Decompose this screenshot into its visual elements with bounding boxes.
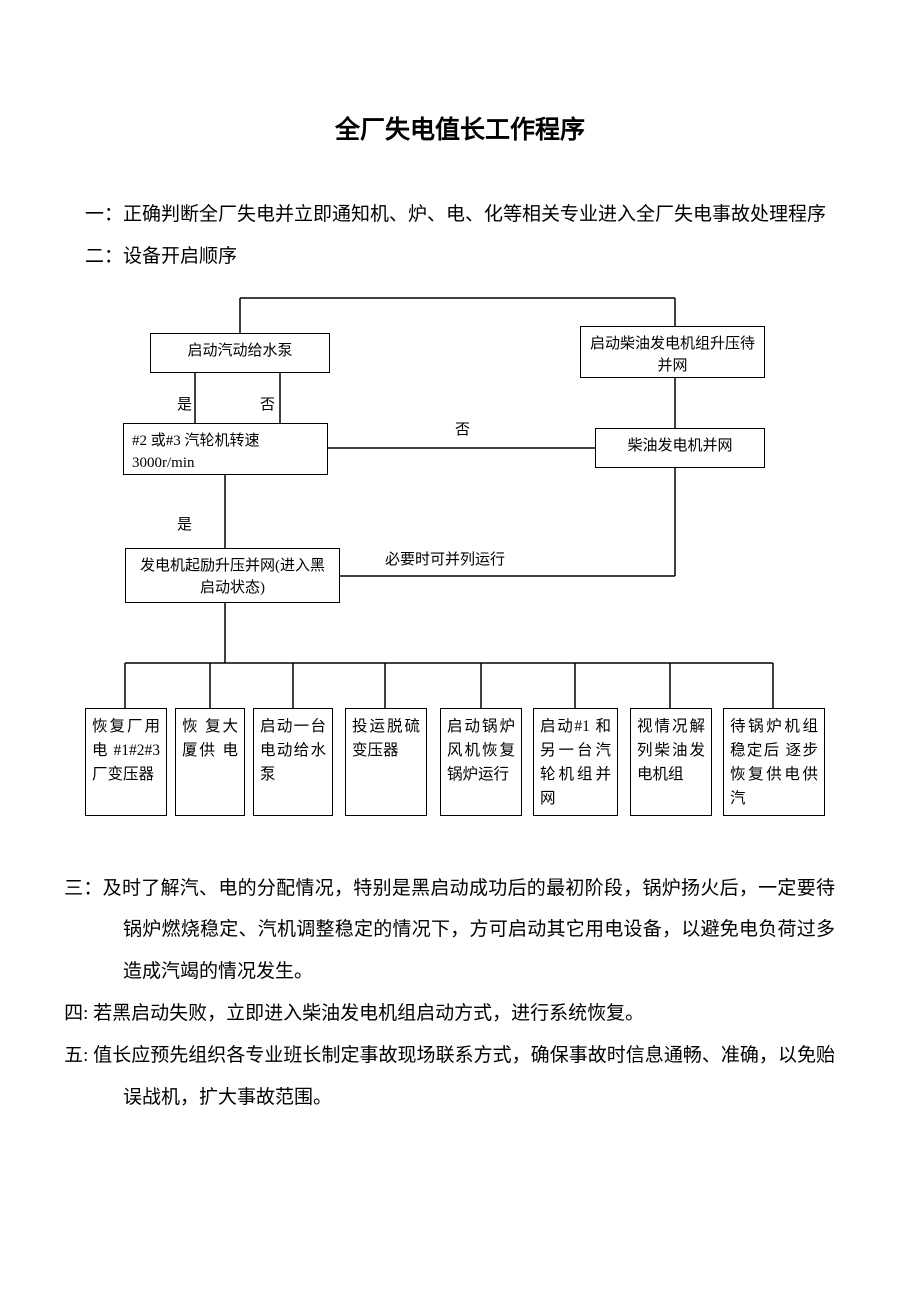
flow-out-6: 启动#1 和另一台汽轮机组并网 [533, 708, 618, 816]
flow-node-diesel-grid: 柴油发电机并网 [595, 428, 765, 468]
page-title: 全厂失电值长工作程序 [85, 110, 835, 146]
paragraph-2: 二：设备开启顺序 [85, 236, 835, 278]
flow-out-1: 恢复厂用电 #1#2#3厂变压器 [85, 708, 167, 816]
flow-node-start-pump: 启动汽动给水泵 [150, 333, 330, 373]
paragraph-5: 五: 值长应预先组织各专业班长制定事故现场联系方式，确保事故时信息通畅、准确，以… [85, 1035, 835, 1119]
flow-out-2: 恢 复大 厦供 电 [175, 708, 245, 816]
flow-label-parallel: 必要时可并列运行 [385, 548, 505, 569]
paragraph-1: 一：正确判断全厂失电并立即通知机、炉、电、化等相关专业进入全厂失电事故处理程序 [85, 194, 835, 236]
document-page: 全厂失电值长工作程序 一：正确判断全厂失电并立即通知机、炉、电、化等相关专业进入… [0, 0, 920, 1302]
paragraph-4: 四: 若黑启动失败，立即进入柴油发电机组启动方式，进行系统恢复。 [85, 993, 835, 1035]
flow-label-no-1: 否 [260, 393, 275, 414]
flowchart: 启动汽动给水泵 启动柴油发电机组升压待并网 #2 或#3 汽轮机转速3000r/… [85, 288, 830, 848]
flow-out-3: 启动一台电动给水泵 [253, 708, 333, 816]
flow-out-4: 投运脱硫变压器 [345, 708, 427, 816]
flow-out-8: 待锅炉机组稳定后 逐步恢复供电供汽 [723, 708, 825, 816]
paragraph-3: 三：及时了解汽、电的分配情况，特别是黑启动成功后的最初阶段，锅炉扬火后，一定要待… [85, 868, 835, 993]
flow-label-no-2: 否 [455, 418, 470, 439]
flow-label-yes-1: 是 [177, 393, 192, 414]
flow-node-turbine-speed: #2 或#3 汽轮机转速3000r/min [123, 423, 328, 475]
flow-out-5: 启动锅炉风机恢复锅炉运行 [440, 708, 522, 816]
flow-node-start-diesel: 启动柴油发电机组升压待并网 [580, 326, 765, 378]
flow-out-7: 视情况解列柴油发电机组 [630, 708, 712, 816]
flow-label-yes-2: 是 [177, 513, 192, 534]
flow-node-black-start: 发电机起励升压并网(进入黑启动状态) [125, 548, 340, 603]
